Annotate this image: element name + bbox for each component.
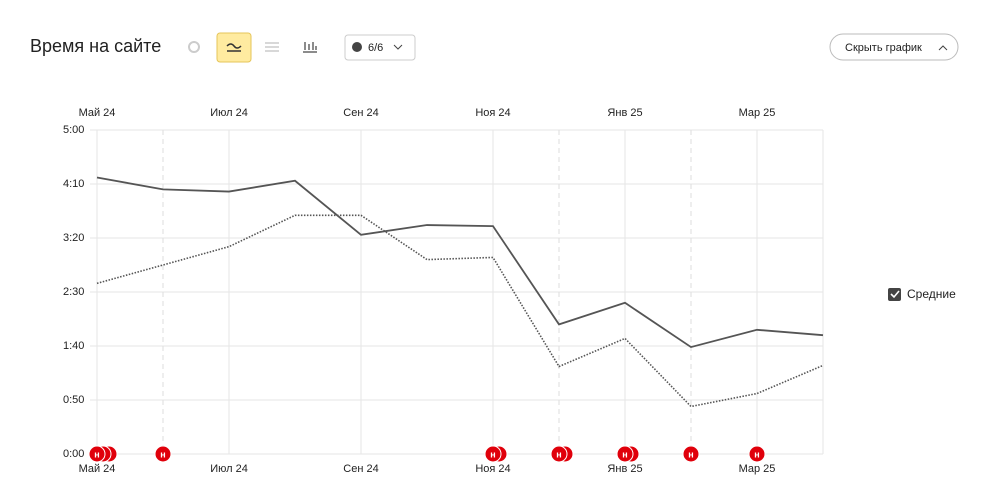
line-button[interactable]: [216, 32, 252, 63]
y-tick-label: 2:30: [63, 286, 84, 298]
bar-icon: [303, 42, 317, 53]
annotation-marker[interactable]: н: [748, 445, 766, 463]
series-line: [96, 214, 824, 408]
hide-chart-label: Скрыть график: [845, 42, 922, 54]
x-tick-label: Июл 24: [210, 463, 248, 475]
annotation-bubble: [550, 445, 568, 463]
annotation-bubble: [88, 445, 106, 463]
annotation-marker[interactable]: н: [616, 445, 640, 463]
bubble-icon: [352, 42, 362, 52]
annotation-label: н: [754, 449, 759, 459]
annotation-marker[interactable]: н: [682, 445, 700, 463]
annotation-bubble: [154, 445, 172, 463]
area-icon: [265, 42, 279, 52]
annotation-marker[interactable]: н: [154, 445, 172, 463]
x-tick-label-top: Янв 25: [607, 107, 642, 119]
annotation-label: н: [94, 449, 99, 459]
y-tick-label: 4:10: [63, 178, 84, 190]
y-tick-label: 5:00: [63, 124, 84, 136]
y-tick-label: 3:20: [63, 232, 84, 244]
chart-type-buttons: [182, 32, 322, 63]
x-tick-label-top: Мар 25: [739, 107, 776, 119]
annotation-bubble: [682, 445, 700, 463]
line-icon: [226, 43, 242, 52]
title: Время на сайте: [30, 36, 161, 56]
x-tick-label: Май 24: [79, 463, 116, 475]
chevron-up: [938, 45, 948, 51]
x-tick-label: Сен 24: [343, 463, 378, 475]
pie-icon: [188, 41, 200, 53]
x-tick-label: Янв 25: [607, 463, 642, 475]
x-tick-label-top: Ноя 24: [475, 107, 510, 119]
x-tick-label-top: Июл 24: [210, 107, 248, 119]
y-tick-label: 0:00: [63, 448, 84, 460]
pie-button[interactable]: [182, 34, 206, 60]
hide-chart-button[interactable]: [829, 33, 959, 61]
x-tick-label-top: Май 24: [79, 107, 116, 119]
annotations-button[interactable]: [344, 34, 416, 61]
annotation-label: н: [688, 449, 693, 459]
annotation-marker[interactable]: н: [484, 445, 508, 463]
legend-checkbox[interactable]: [888, 288, 901, 301]
x-tick-label-top: Сен 24: [343, 107, 378, 119]
annotation-label: н: [622, 449, 627, 459]
series-line: [96, 176, 824, 349]
annotation-label: н: [490, 449, 495, 459]
legend-label: Средние: [907, 287, 956, 301]
y-tick-label: 0:50: [63, 394, 84, 406]
x-tick-label: Мар 25: [739, 463, 776, 475]
counter: 6/6: [368, 42, 383, 54]
annotation-bubble: [484, 445, 502, 463]
chevron: [393, 44, 403, 50]
annotation-bubble: [616, 445, 634, 463]
y-tick-label: 1:40: [63, 340, 84, 352]
annotation-marker[interactable]: н: [88, 445, 118, 463]
annotation-marker[interactable]: н: [550, 445, 574, 463]
annotation-bubble: [748, 445, 766, 463]
check-mark: [890, 290, 900, 299]
x-tick-label: Ноя 24: [475, 463, 510, 475]
annotation-label: н: [556, 449, 561, 459]
annotation-label: н: [160, 449, 165, 459]
